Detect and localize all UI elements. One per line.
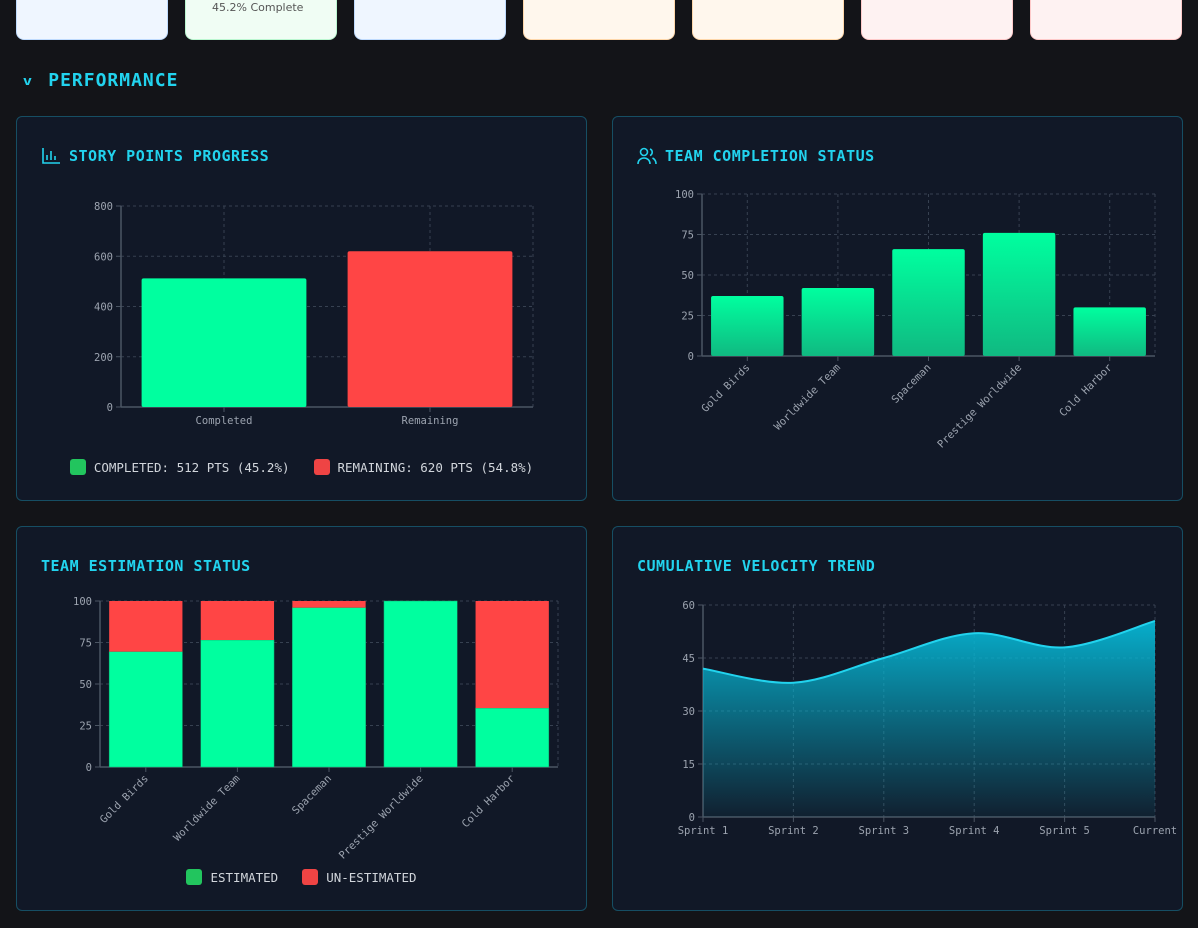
legend-swatch [313,459,330,475]
team-estimation-panel: TEAM ESTIMATION STATUS 0 25 50 75 100 Gold Bi… [16,526,587,911]
story-points-panel: STORY POINTS PROGRESS 0 200 400 600 800 Compl… [16,116,587,501]
stat-card[interactable] [1030,0,1182,40]
x-tick-label: Sprint 3 [859,825,910,837]
bar-chart-icon [42,148,60,164]
stat-card[interactable] [523,0,675,40]
legend-label: UN-ESTIMATED [326,869,417,885]
stat-card[interactable] [692,0,844,40]
stat-card[interactable] [354,0,506,40]
legend-swatch [302,869,319,885]
y-tick-label: 50 [681,270,694,282]
x-tick-label: Sprint 2 [768,825,819,837]
x-tick-label: Spaceman [290,773,334,817]
bar [1073,307,1146,356]
bar-segment-estimated [383,600,458,768]
y-tick-label: 45 [682,653,695,665]
y-tick-label: 25 [79,721,92,733]
story-points-chart: 0 200 400 600 800 Completed Remaining [94,201,534,427]
y-tick-label: 100 [73,596,92,608]
x-tick-label: Prestige Worldwide [337,773,426,862]
x-tick-label: Cold Harbor [1057,362,1115,420]
panel-title: TEAM ESTIMATION STATUS [41,557,251,575]
stat-card[interactable] [861,0,1013,40]
legend-label: COMPLETED: 512 PTS (45.2%) [93,459,290,475]
y-tick-label: 0 [107,402,113,414]
bar [801,287,875,356]
stat-card[interactable]: 45.2% Complete [185,0,337,40]
x-tick-label: Sprint 4 [949,825,1000,837]
chevron-down-icon[interactable]: v [22,73,34,88]
y-tick-label: 30 [682,706,695,718]
bar [711,296,784,356]
team-completion-panel: TEAM COMPLETION STATUS 0 25 50 75 100 Gold Bi… [612,116,1183,501]
y-tick-label: 15 [682,759,695,771]
legend-swatch [186,869,203,885]
velocity-line [702,619,1156,684]
y-tick-label: 0 [86,762,92,774]
y-tick-label: 50 [79,679,92,691]
y-tick-label: 25 [681,311,694,323]
bar-segment-unestimated [109,601,183,652]
x-tick-label: Sprint 1 [678,825,729,837]
legend-remaining[interactable]: REMAINING: 620 PTS (54.8%) [313,459,534,475]
legend-estimated[interactable]: ESTIMATED [186,869,278,885]
bar [892,249,965,356]
bar-segment-estimated [108,651,183,768]
legend-swatch [69,459,86,475]
team-estimation-chart: 0 25 50 75 100 Gold Birds Worldwide Team Spacem… [73,596,559,862]
y-tick-label: 75 [79,638,92,650]
legend-label: REMAINING: 620 PTS (54.8%) [337,459,534,475]
y-tick-label: 400 [94,302,113,314]
legend-unestimated[interactable]: UN-ESTIMATED [302,869,417,885]
y-tick-label: 100 [675,189,694,201]
velocity-panel: CUMULATIVE VELOCITY TREND 0 15 30 45 60 Sprin… [612,526,1183,911]
x-tick-label: Prestige Worldwide [935,362,1024,451]
legend-completed[interactable]: COMPLETED: 512 PTS (45.2%) [69,459,290,475]
x-tick-label: Gold Birds [699,362,752,415]
y-tick-label: 0 [689,812,695,824]
bar-segment-unestimated [200,601,275,641]
team-completion-chart: 0 25 50 75 100 Gold Birds Worldwide Team Spacem… [675,189,1156,451]
y-tick-label: 200 [94,352,113,364]
section-title: PERFORMANCE [48,70,179,91]
users-icon [637,147,657,165]
velocity-chart: 0 15 30 45 60 Sprint 1 Sprint 2 Sprint 3 Sprint … [678,600,1177,837]
x-tick-label: Current [1133,825,1177,837]
x-tick-label: Spaceman [889,362,933,406]
x-tick-label: Sprint 5 [1039,825,1090,837]
y-tick-label: 800 [94,201,113,213]
bar-completed [141,278,307,407]
stat-card[interactable] [16,0,168,40]
velocity-area [703,620,1155,817]
x-tick-label: Cold Harbor [460,773,518,831]
section-header-performance[interactable]: v PERFORMANCE [22,70,179,91]
legend-label: ESTIMATED [210,869,279,885]
panel-title: TEAM COMPLETION STATUS [665,147,875,165]
x-tick-label: Completed [196,415,253,427]
y-tick-label: 600 [94,251,113,263]
bar [982,232,1056,356]
panel-title: CUMULATIVE VELOCITY TREND [637,557,876,575]
bar-segment-unestimated [292,601,366,608]
bar-segment-unestimated [475,601,549,709]
bar-segment-estimated [200,639,275,768]
stat-card-text: 45.2% Complete [212,1,304,14]
bar-segment-estimated [292,607,366,768]
bar-segment-estimated [475,707,550,768]
y-tick-label: 0 [688,351,694,363]
x-tick-label: Worldwide Team [171,773,242,844]
bar-remaining [347,251,513,407]
panel-title: STORY POINTS PROGRESS [69,147,270,165]
x-tick-label: Remaining [402,415,459,427]
y-tick-label: 60 [682,600,695,612]
y-tick-label: 75 [681,230,694,242]
x-tick-label: Gold Birds [98,773,151,826]
x-tick-label: Worldwide Team [772,362,843,433]
